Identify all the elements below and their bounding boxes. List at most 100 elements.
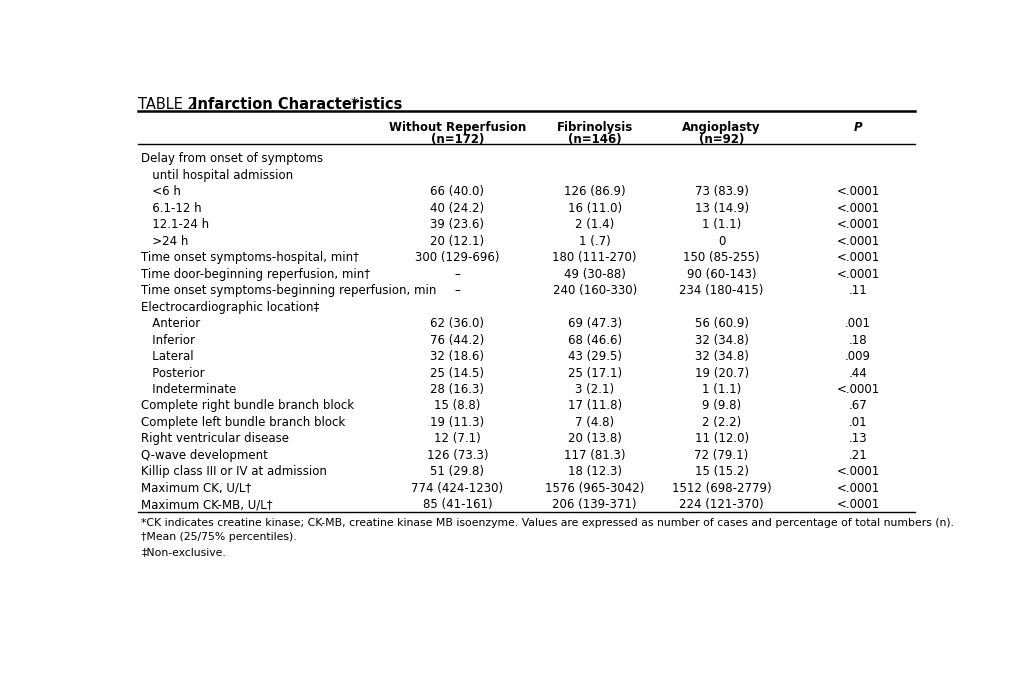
Text: 150 (85-255): 150 (85-255) [683,251,760,264]
Text: Fibrinolysis: Fibrinolysis [556,121,633,134]
Text: Complete right bundle branch block: Complete right bundle branch block [141,400,354,413]
Text: 17 (11.8): 17 (11.8) [567,400,622,413]
Text: .21: .21 [849,449,867,462]
Text: Lateral: Lateral [141,350,195,363]
Text: 16 (11.0): 16 (11.0) [567,202,622,215]
Text: 12.1-24 h: 12.1-24 h [141,218,210,232]
Text: <.0001: <.0001 [837,268,880,281]
Text: 25 (14.5): 25 (14.5) [430,367,484,380]
Text: 62 (36.0): 62 (36.0) [430,317,484,330]
Text: 19 (11.3): 19 (11.3) [430,416,484,429]
Text: <.0001: <.0001 [837,185,880,199]
Text: 774 (424-1230): 774 (424-1230) [412,482,504,495]
Text: Infarction Characteristics: Infarction Characteristics [193,98,402,112]
Text: Angioplasty: Angioplasty [682,121,761,134]
Text: 300 (129-696): 300 (129-696) [415,251,500,264]
Text: 15 (15.2): 15 (15.2) [694,465,749,479]
Text: Posterior: Posterior [141,367,205,380]
Text: Time onset symptoms-beginning reperfusion, min: Time onset symptoms-beginning reperfusio… [141,284,437,297]
Text: 20 (12.1): 20 (12.1) [430,235,484,248]
Text: .11: .11 [849,284,867,297]
Text: <.0001: <.0001 [837,251,880,264]
Text: 1576 (965-3042): 1576 (965-3042) [545,482,644,495]
Text: Maximum CK, U/L†: Maximum CK, U/L† [141,482,252,495]
Text: .01: .01 [849,416,867,429]
Text: 126 (73.3): 126 (73.3) [427,449,488,462]
Text: (n=146): (n=146) [568,133,622,145]
Text: 117 (81.3): 117 (81.3) [564,449,626,462]
Text: Anterior: Anterior [141,317,201,330]
Text: Maximum CK-MB, U/L†: Maximum CK-MB, U/L† [141,498,273,511]
Text: .44: .44 [849,367,867,380]
Text: .67: .67 [849,400,867,413]
Text: Time onset symptoms-hospital, min†: Time onset symptoms-hospital, min† [141,251,359,264]
Text: 126 (86.9): 126 (86.9) [564,185,626,199]
Text: 240 (160-330): 240 (160-330) [553,284,637,297]
Text: 72 (79.1): 72 (79.1) [694,449,749,462]
Text: 49 (30-88): 49 (30-88) [563,268,626,281]
Text: 28 (16.3): 28 (16.3) [430,383,484,396]
Text: 32 (34.8): 32 (34.8) [694,334,749,347]
Text: (n=172): (n=172) [431,133,484,145]
Text: <.0001: <.0001 [837,482,880,495]
Text: 1 (.7): 1 (.7) [579,235,610,248]
Text: Killip class III or IV at admission: Killip class III or IV at admission [141,465,328,479]
Text: 73 (83.9): 73 (83.9) [694,185,749,199]
Text: 224 (121-370): 224 (121-370) [679,498,764,511]
Text: 51 (29.8): 51 (29.8) [430,465,484,479]
Text: 56 (60.9): 56 (60.9) [694,317,749,330]
Text: 68 (46.6): 68 (46.6) [567,334,622,347]
Text: 234 (180-415): 234 (180-415) [680,284,764,297]
Text: 15 (8.8): 15 (8.8) [434,400,480,413]
Text: *CK indicates creatine kinase; CK-MB, creatine kinase MB isoenzyme. Values are e: *CK indicates creatine kinase; CK-MB, cr… [141,518,954,528]
Text: >24 h: >24 h [141,235,188,248]
Text: Right ventricular disease: Right ventricular disease [141,433,290,446]
Text: 76 (44.2): 76 (44.2) [430,334,484,347]
Text: 3 (2.1): 3 (2.1) [575,383,614,396]
Text: .009: .009 [845,350,871,363]
Text: <.0001: <.0001 [837,465,880,479]
Text: P: P [854,121,862,134]
Text: Q-wave development: Q-wave development [141,449,268,462]
Text: 39 (23.6): 39 (23.6) [430,218,484,232]
Text: –: – [455,268,460,281]
Text: 43 (29.5): 43 (29.5) [567,350,622,363]
Text: 69 (47.3): 69 (47.3) [567,317,622,330]
Text: 32 (18.6): 32 (18.6) [430,350,484,363]
Text: <.0001: <.0001 [837,498,880,511]
Text: 18 (12.3): 18 (12.3) [567,465,622,479]
Text: .001: .001 [845,317,871,330]
Text: .13: .13 [849,433,867,446]
Text: 20 (13.8): 20 (13.8) [567,433,622,446]
Text: Inferior: Inferior [141,334,196,347]
Text: 2 (2.2): 2 (2.2) [702,416,741,429]
Text: 40 (24.2): 40 (24.2) [430,202,484,215]
Text: 180 (111-270): 180 (111-270) [552,251,637,264]
Text: TABLE 2.: TABLE 2. [138,98,207,112]
Text: <.0001: <.0001 [837,383,880,396]
Text: 13 (14.9): 13 (14.9) [694,202,749,215]
Text: <.0001: <.0001 [837,218,880,232]
Text: Delay from onset of symptoms: Delay from onset of symptoms [141,152,324,166]
Text: until hospital admission: until hospital admission [141,169,294,182]
Text: 25 (17.1): 25 (17.1) [567,367,622,380]
Text: 2 (1.4): 2 (1.4) [575,218,614,232]
Text: –: – [455,284,460,297]
Text: 1 (1.1): 1 (1.1) [702,218,741,232]
Text: Electrocardiographic location‡: Electrocardiographic location‡ [141,301,319,314]
Text: 7 (4.8): 7 (4.8) [575,416,614,429]
Text: 11 (12.0): 11 (12.0) [694,433,749,446]
Text: 1 (1.1): 1 (1.1) [702,383,741,396]
Text: <.0001: <.0001 [837,202,880,215]
Text: 12 (7.1): 12 (7.1) [434,433,480,446]
Text: Indeterminate: Indeterminate [141,383,237,396]
Text: ‡Non-exclusive.: ‡Non-exclusive. [141,547,226,557]
Text: 66 (40.0): 66 (40.0) [430,185,484,199]
Text: 19 (20.7): 19 (20.7) [694,367,749,380]
Text: †Mean (25/75% percentiles).: †Mean (25/75% percentiles). [141,532,297,542]
Text: <.0001: <.0001 [837,235,880,248]
Text: Time door-beginning reperfusion, min†: Time door-beginning reperfusion, min† [141,268,371,281]
Text: 206 (139-371): 206 (139-371) [552,498,637,511]
Text: *: * [351,98,358,112]
Text: .18: .18 [849,334,867,347]
